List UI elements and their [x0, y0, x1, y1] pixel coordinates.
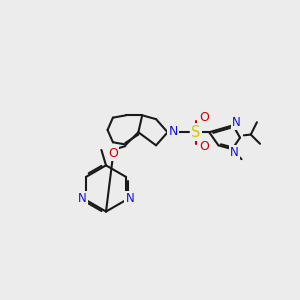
Text: O: O — [199, 140, 209, 153]
Text: N: N — [78, 192, 86, 205]
Text: N: N — [232, 116, 241, 129]
Text: O: O — [199, 111, 209, 124]
Text: O: O — [108, 146, 118, 160]
Text: N: N — [125, 192, 134, 205]
Text: S: S — [191, 125, 201, 140]
Text: N: N — [230, 146, 239, 159]
Text: N: N — [168, 125, 178, 138]
